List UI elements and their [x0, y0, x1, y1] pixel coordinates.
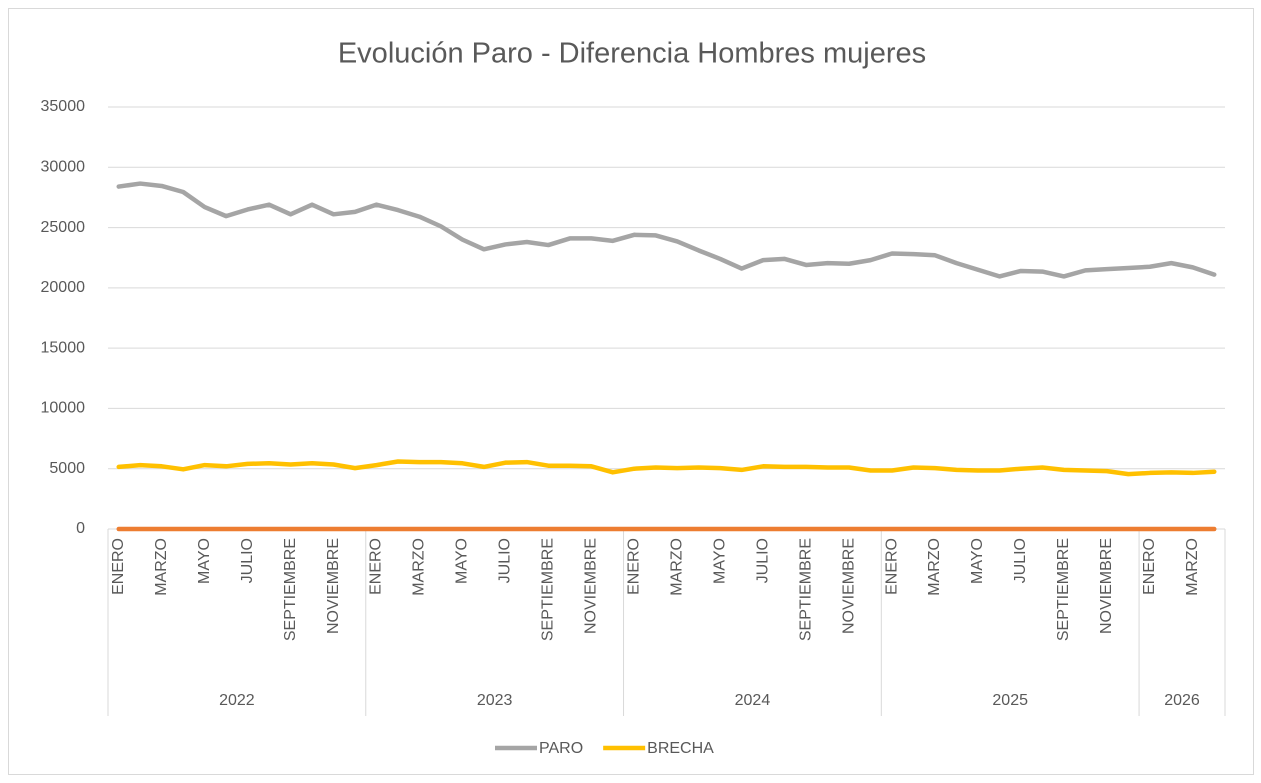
x-tick-label: MARZO — [411, 538, 428, 596]
x-tick-label: ENERO — [883, 538, 900, 595]
chart-border — [8, 8, 1254, 775]
x-tick-label: JULIO — [754, 538, 771, 583]
x-tick-label: SEPTIEMBRE — [540, 538, 557, 641]
y-tick-label: 10000 — [41, 400, 86, 417]
x-tick-label: ENERO — [1141, 538, 1158, 595]
group-label: 2023 — [477, 692, 513, 709]
y-tick-label: 25000 — [41, 219, 86, 236]
y-tick-label: 35000 — [41, 98, 86, 115]
x-tick-label: MAYO — [454, 538, 471, 584]
x-tick-label: NOVIEMBRE — [583, 538, 600, 634]
y-tick-label: 30000 — [41, 159, 86, 176]
group-label: 2024 — [735, 692, 771, 709]
group-label: 2025 — [992, 692, 1028, 709]
x-tick-label: ENERO — [110, 538, 127, 595]
x-tick-label: ENERO — [368, 538, 385, 595]
x-tick-label: SEPTIEMBRE — [282, 538, 299, 641]
y-tick-label: 20000 — [41, 279, 86, 296]
x-tick-label: MARZO — [1184, 538, 1201, 596]
x-tick-label: MARZO — [668, 538, 685, 596]
x-tick-label: SEPTIEMBRE — [797, 538, 814, 641]
chart-title: Evolución Paro - Diferencia Hombres muje… — [338, 38, 926, 70]
group-label: 2026 — [1164, 692, 1200, 709]
x-tick-label: MAYO — [711, 538, 728, 584]
x-tick-label: ENERO — [625, 538, 642, 595]
x-tick-label: JULIO — [497, 538, 514, 583]
group-label: 2022 — [219, 692, 255, 709]
x-tick-label: MARZO — [153, 538, 170, 596]
y-tick-label: 15000 — [41, 339, 86, 356]
x-tick-label: MAYO — [196, 538, 213, 584]
x-tick-label: MAYO — [969, 538, 986, 584]
x-tick-label: MARZO — [926, 538, 943, 596]
series-line — [116, 459, 1217, 477]
legend-label: BRECHA — [647, 740, 714, 757]
x-tick-label: JULIO — [1012, 538, 1029, 583]
legend-label: PARO — [539, 740, 583, 757]
x-tick-label: SEPTIEMBRE — [1055, 538, 1072, 641]
x-tick-label: NOVIEMBRE — [840, 538, 857, 634]
x-tick-label: JULIO — [239, 538, 256, 583]
y-tick-label: 0 — [76, 520, 85, 537]
x-tick-label: NOVIEMBRE — [1098, 538, 1115, 634]
y-tick-label: 5000 — [49, 460, 85, 477]
x-tick-label: NOVIEMBRE — [325, 538, 342, 634]
series-line — [116, 181, 1217, 279]
